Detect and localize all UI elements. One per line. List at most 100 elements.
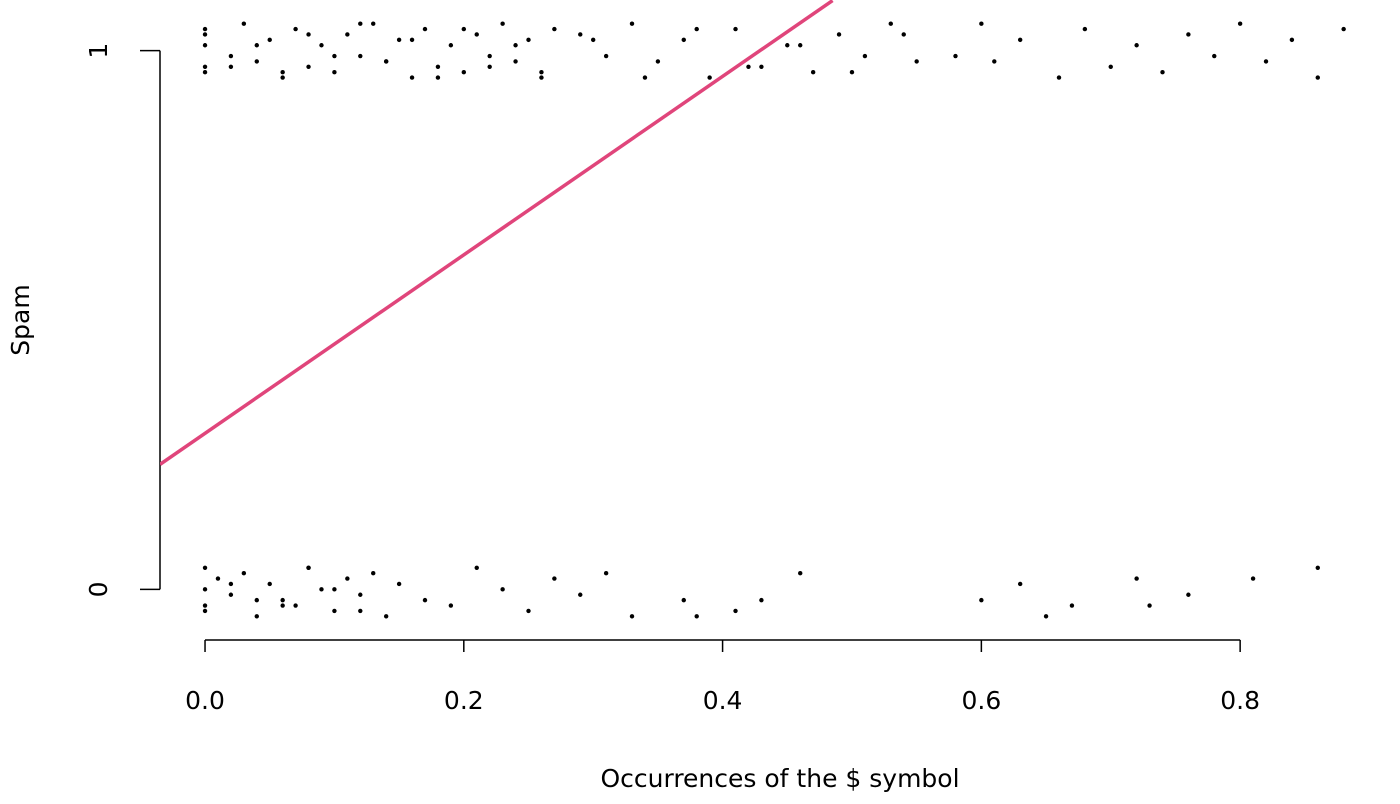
point <box>526 608 531 614</box>
point <box>383 614 389 619</box>
point <box>319 43 324 48</box>
point <box>992 59 997 64</box>
point <box>1069 603 1075 608</box>
point <box>474 32 479 37</box>
point <box>228 592 234 597</box>
point <box>319 587 324 592</box>
point <box>914 59 919 64</box>
point <box>552 26 557 32</box>
point <box>578 592 583 597</box>
point <box>396 37 402 43</box>
point <box>267 37 272 43</box>
point <box>228 64 234 70</box>
x-tick-label: 0.2 <box>444 686 484 715</box>
point <box>202 608 208 614</box>
point <box>202 32 208 37</box>
point <box>655 59 661 64</box>
point <box>1017 581 1023 587</box>
point <box>306 64 311 70</box>
point <box>202 64 208 70</box>
point <box>228 581 234 587</box>
point <box>810 69 816 75</box>
point <box>306 565 311 571</box>
point <box>202 565 208 571</box>
point <box>862 53 868 59</box>
point <box>1056 75 1062 80</box>
point <box>254 614 259 619</box>
point <box>1315 565 1320 571</box>
y-axis-label: Spam <box>6 284 35 355</box>
x-axis-label: Occurrences of the $ symbol <box>600 764 959 793</box>
point <box>1186 592 1191 597</box>
point <box>474 565 479 571</box>
point <box>1134 576 1139 581</box>
point <box>332 53 337 59</box>
point <box>953 53 958 59</box>
point <box>228 53 234 59</box>
point <box>345 32 350 37</box>
point <box>603 570 609 576</box>
point <box>759 597 764 603</box>
fit-line <box>160 0 834 466</box>
point <box>202 69 208 75</box>
point <box>979 21 984 26</box>
point <box>358 53 363 59</box>
point <box>280 597 285 603</box>
x-tick-label: 0.4 <box>703 686 743 715</box>
point <box>694 26 699 32</box>
point <box>888 21 893 26</box>
point <box>1212 53 1217 59</box>
point <box>681 597 686 603</box>
point <box>500 21 505 26</box>
point <box>461 69 467 75</box>
point <box>1160 69 1165 75</box>
point <box>215 576 221 581</box>
point <box>539 69 544 75</box>
point <box>785 43 790 48</box>
point <box>1134 43 1139 48</box>
point <box>707 75 712 80</box>
point <box>694 614 699 619</box>
point <box>1341 26 1346 32</box>
point <box>396 581 402 587</box>
point <box>280 603 285 608</box>
point <box>306 32 311 37</box>
point <box>642 75 648 80</box>
point <box>1147 603 1152 608</box>
point <box>293 26 298 32</box>
point <box>1315 75 1320 80</box>
point <box>513 43 518 48</box>
point <box>202 587 208 592</box>
point <box>371 21 376 26</box>
point <box>629 614 635 619</box>
point <box>746 64 751 70</box>
x-tick-label: 0.0 <box>185 686 225 715</box>
x-tick-label: 0.8 <box>1220 686 1260 715</box>
point <box>241 570 247 576</box>
point <box>798 570 803 576</box>
point <box>1263 59 1269 64</box>
point <box>1043 614 1049 619</box>
point <box>733 26 738 32</box>
point <box>1108 64 1113 70</box>
point <box>241 21 247 26</box>
point <box>371 570 376 576</box>
point <box>513 59 518 64</box>
point <box>759 64 764 70</box>
point <box>578 32 583 37</box>
point <box>254 59 259 64</box>
point <box>798 43 803 48</box>
point <box>487 53 492 59</box>
point <box>979 597 984 603</box>
point <box>332 608 337 614</box>
point <box>422 597 428 603</box>
point <box>435 75 441 80</box>
point <box>383 59 389 64</box>
point <box>332 69 337 75</box>
x-tick-label: 0.6 <box>961 686 1001 715</box>
point <box>1289 37 1295 43</box>
point <box>332 587 337 592</box>
y-tick-label: 0 <box>84 581 113 597</box>
point <box>539 75 544 80</box>
point <box>603 53 609 59</box>
